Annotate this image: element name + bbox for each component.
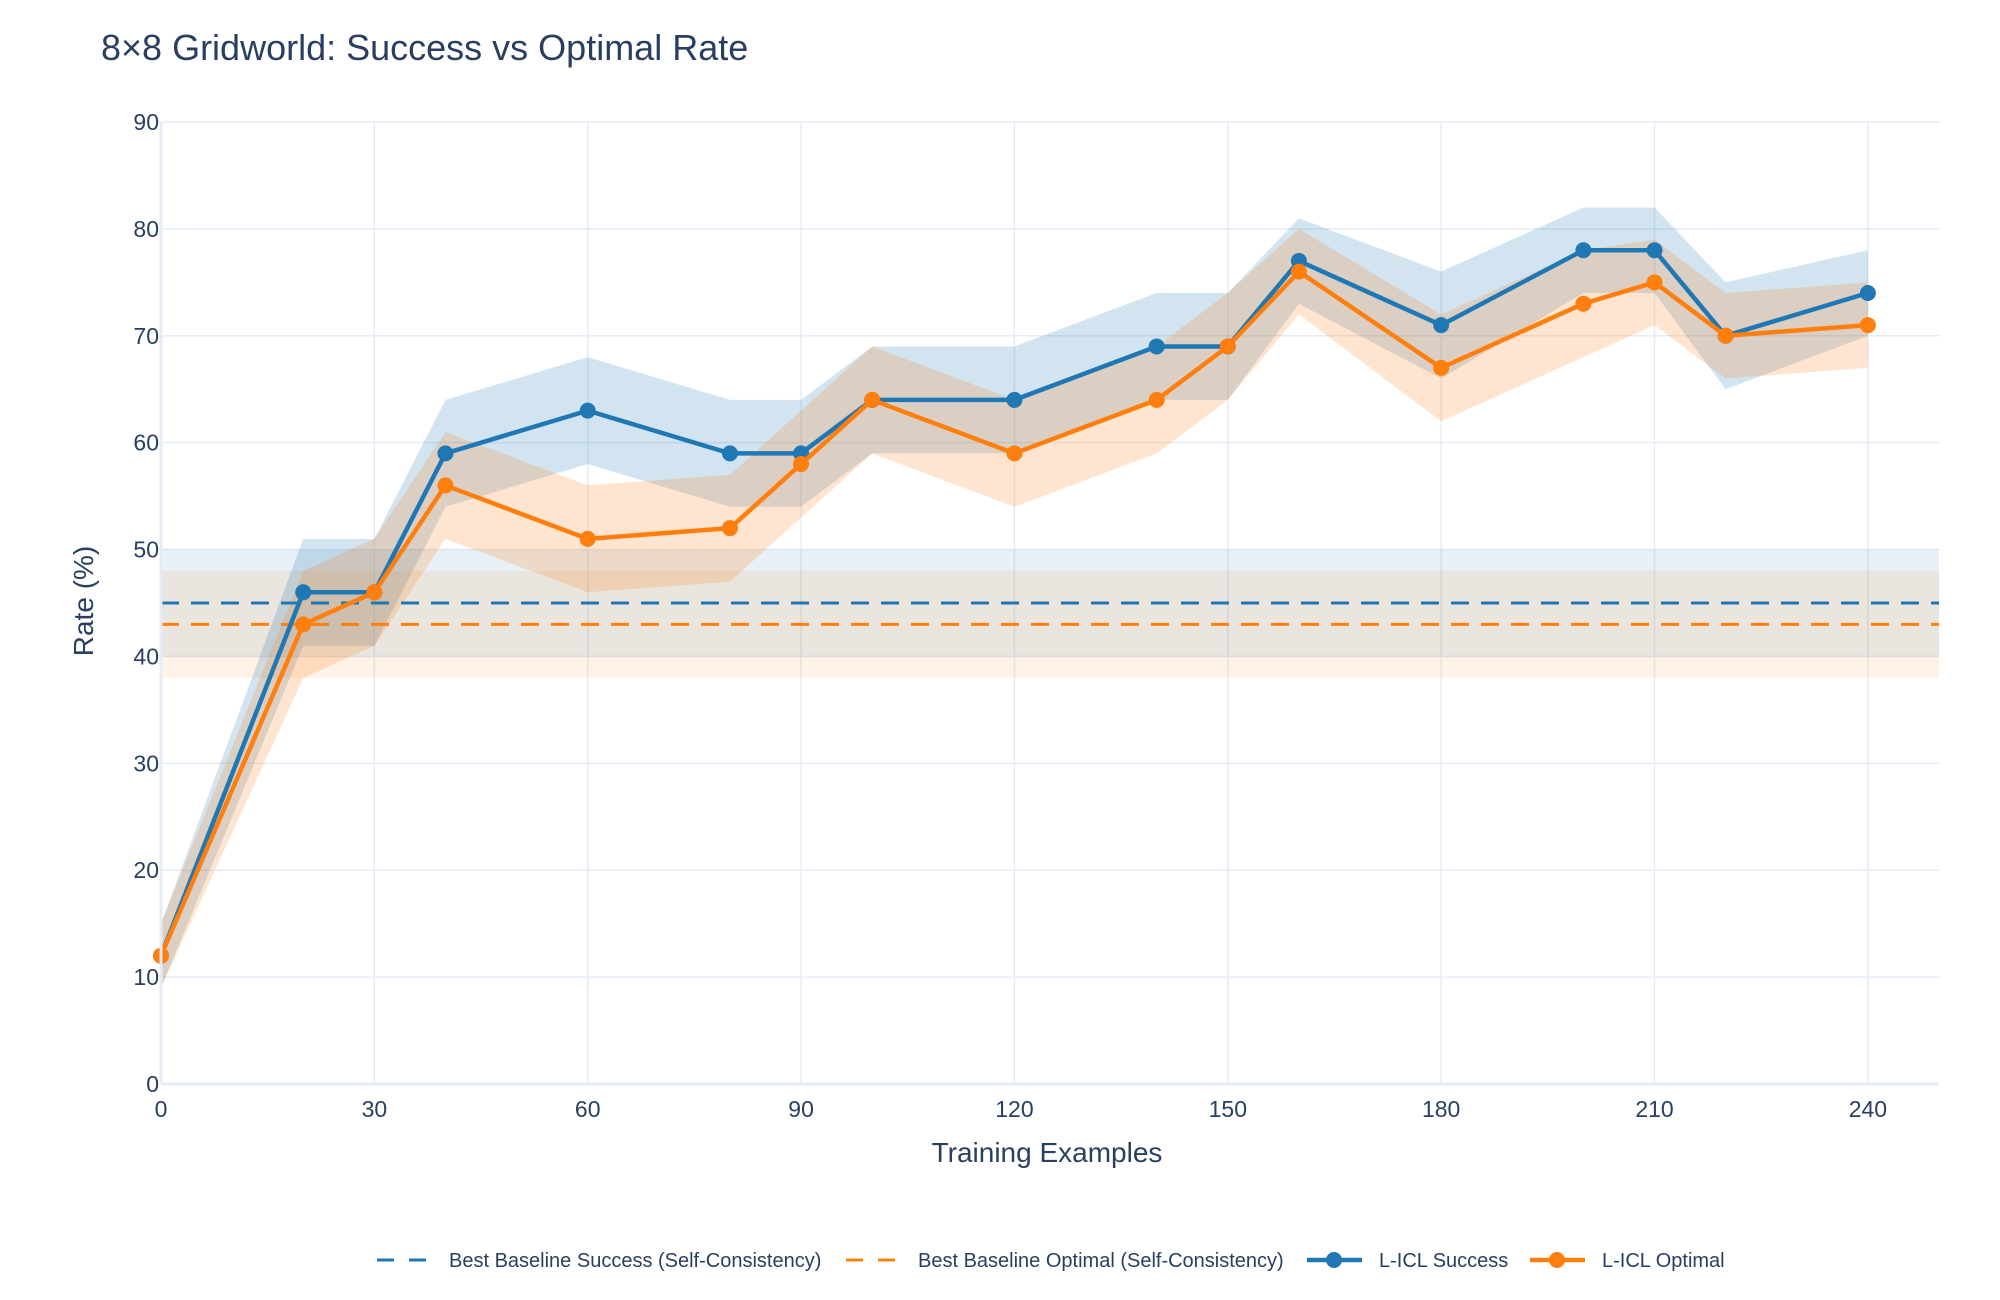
- legend-label: L-ICL Optimal: [1602, 1250, 1725, 1272]
- data-point: [864, 391, 881, 408]
- y-tick-label: 30: [133, 750, 159, 776]
- x-tick-label: 240: [1849, 1096, 1887, 1122]
- x-tick-label: 180: [1422, 1096, 1460, 1122]
- y-axis-title: Rate (%): [68, 546, 99, 656]
- data-point: [1646, 274, 1663, 291]
- data-point: [1859, 285, 1876, 302]
- confidence-band-layer: [161, 207, 1868, 988]
- data-point: [793, 456, 810, 473]
- data-point: [1006, 391, 1023, 408]
- legend-item[interactable]: Best Baseline Success (Self-Consistency): [377, 1250, 821, 1272]
- x-tick-label: 150: [1209, 1096, 1247, 1122]
- data-point: [1433, 317, 1450, 334]
- data-point: [1646, 242, 1663, 259]
- data-point: [1575, 242, 1592, 259]
- data-point: [295, 616, 312, 633]
- data-point: [1006, 445, 1023, 462]
- data-point: [366, 584, 383, 601]
- legend-label: Best Baseline Success (Self-Consistency): [449, 1250, 821, 1272]
- y-tick-label: 0: [146, 1071, 159, 1097]
- reference-band-layer: [161, 549, 1939, 678]
- data-point: [579, 402, 596, 419]
- x-tick-label: 60: [575, 1096, 601, 1122]
- legend-swatch-marker: [1549, 1252, 1565, 1268]
- x-tick-label: 210: [1635, 1096, 1673, 1122]
- data-point: [437, 477, 454, 494]
- y-tick-label: 70: [133, 323, 159, 349]
- series-group: [153, 263, 1876, 964]
- data-point: [721, 520, 738, 537]
- legend-item[interactable]: L-ICL Success: [1307, 1250, 1508, 1272]
- data-point: [1290, 263, 1307, 280]
- y-tick-label: 40: [133, 643, 159, 669]
- data-point: [437, 445, 454, 462]
- data-point: [1148, 338, 1165, 355]
- data-point: [1859, 317, 1876, 334]
- x-tick-label: 90: [788, 1096, 814, 1122]
- legend: Best Baseline Success (Self-Consistency)…: [377, 1250, 1725, 1272]
- data-point: [1219, 338, 1236, 355]
- y-tick-label: 10: [133, 964, 159, 990]
- legend-item[interactable]: Best Baseline Optimal (Self-Consistency): [846, 1250, 1284, 1272]
- x-tick-label: 120: [995, 1096, 1033, 1122]
- legend-label: L-ICL Success: [1379, 1250, 1508, 1272]
- confidence-band: [161, 228, 1868, 988]
- chart-title: 8×8 Gridworld: Success vs Optimal Rate: [101, 27, 748, 68]
- x-tick-label: 30: [362, 1096, 388, 1122]
- legend-label: Best Baseline Optimal (Self-Consistency): [918, 1250, 1284, 1272]
- legend-item[interactable]: L-ICL Optimal: [1530, 1250, 1725, 1272]
- data-point: [1717, 327, 1734, 344]
- reference-line-layer: [161, 601, 1939, 626]
- y-tick-label: 20: [133, 857, 159, 883]
- y-tick-label: 80: [133, 216, 159, 242]
- x-axis-title: Training Examples: [932, 1137, 1163, 1168]
- y-tick-label: 60: [133, 430, 159, 456]
- data-point: [1433, 359, 1450, 376]
- axis-layer: 0 10 20 30 40 50 60 70 80 90 0 30 60 90 120 150 180 210 24…: [133, 109, 1939, 1122]
- x-tick-label: 0: [155, 1096, 168, 1122]
- y-tick-label: 50: [133, 537, 159, 563]
- data-point: [579, 530, 596, 547]
- data-point: [721, 445, 738, 462]
- data-point: [295, 584, 312, 601]
- legend-swatch-marker: [1326, 1252, 1342, 1268]
- series-layer: [153, 242, 1876, 964]
- data-point: [1148, 391, 1165, 408]
- y-tick-label: 90: [133, 109, 159, 135]
- confidence-band: [161, 207, 1868, 988]
- data-point: [1575, 295, 1592, 312]
